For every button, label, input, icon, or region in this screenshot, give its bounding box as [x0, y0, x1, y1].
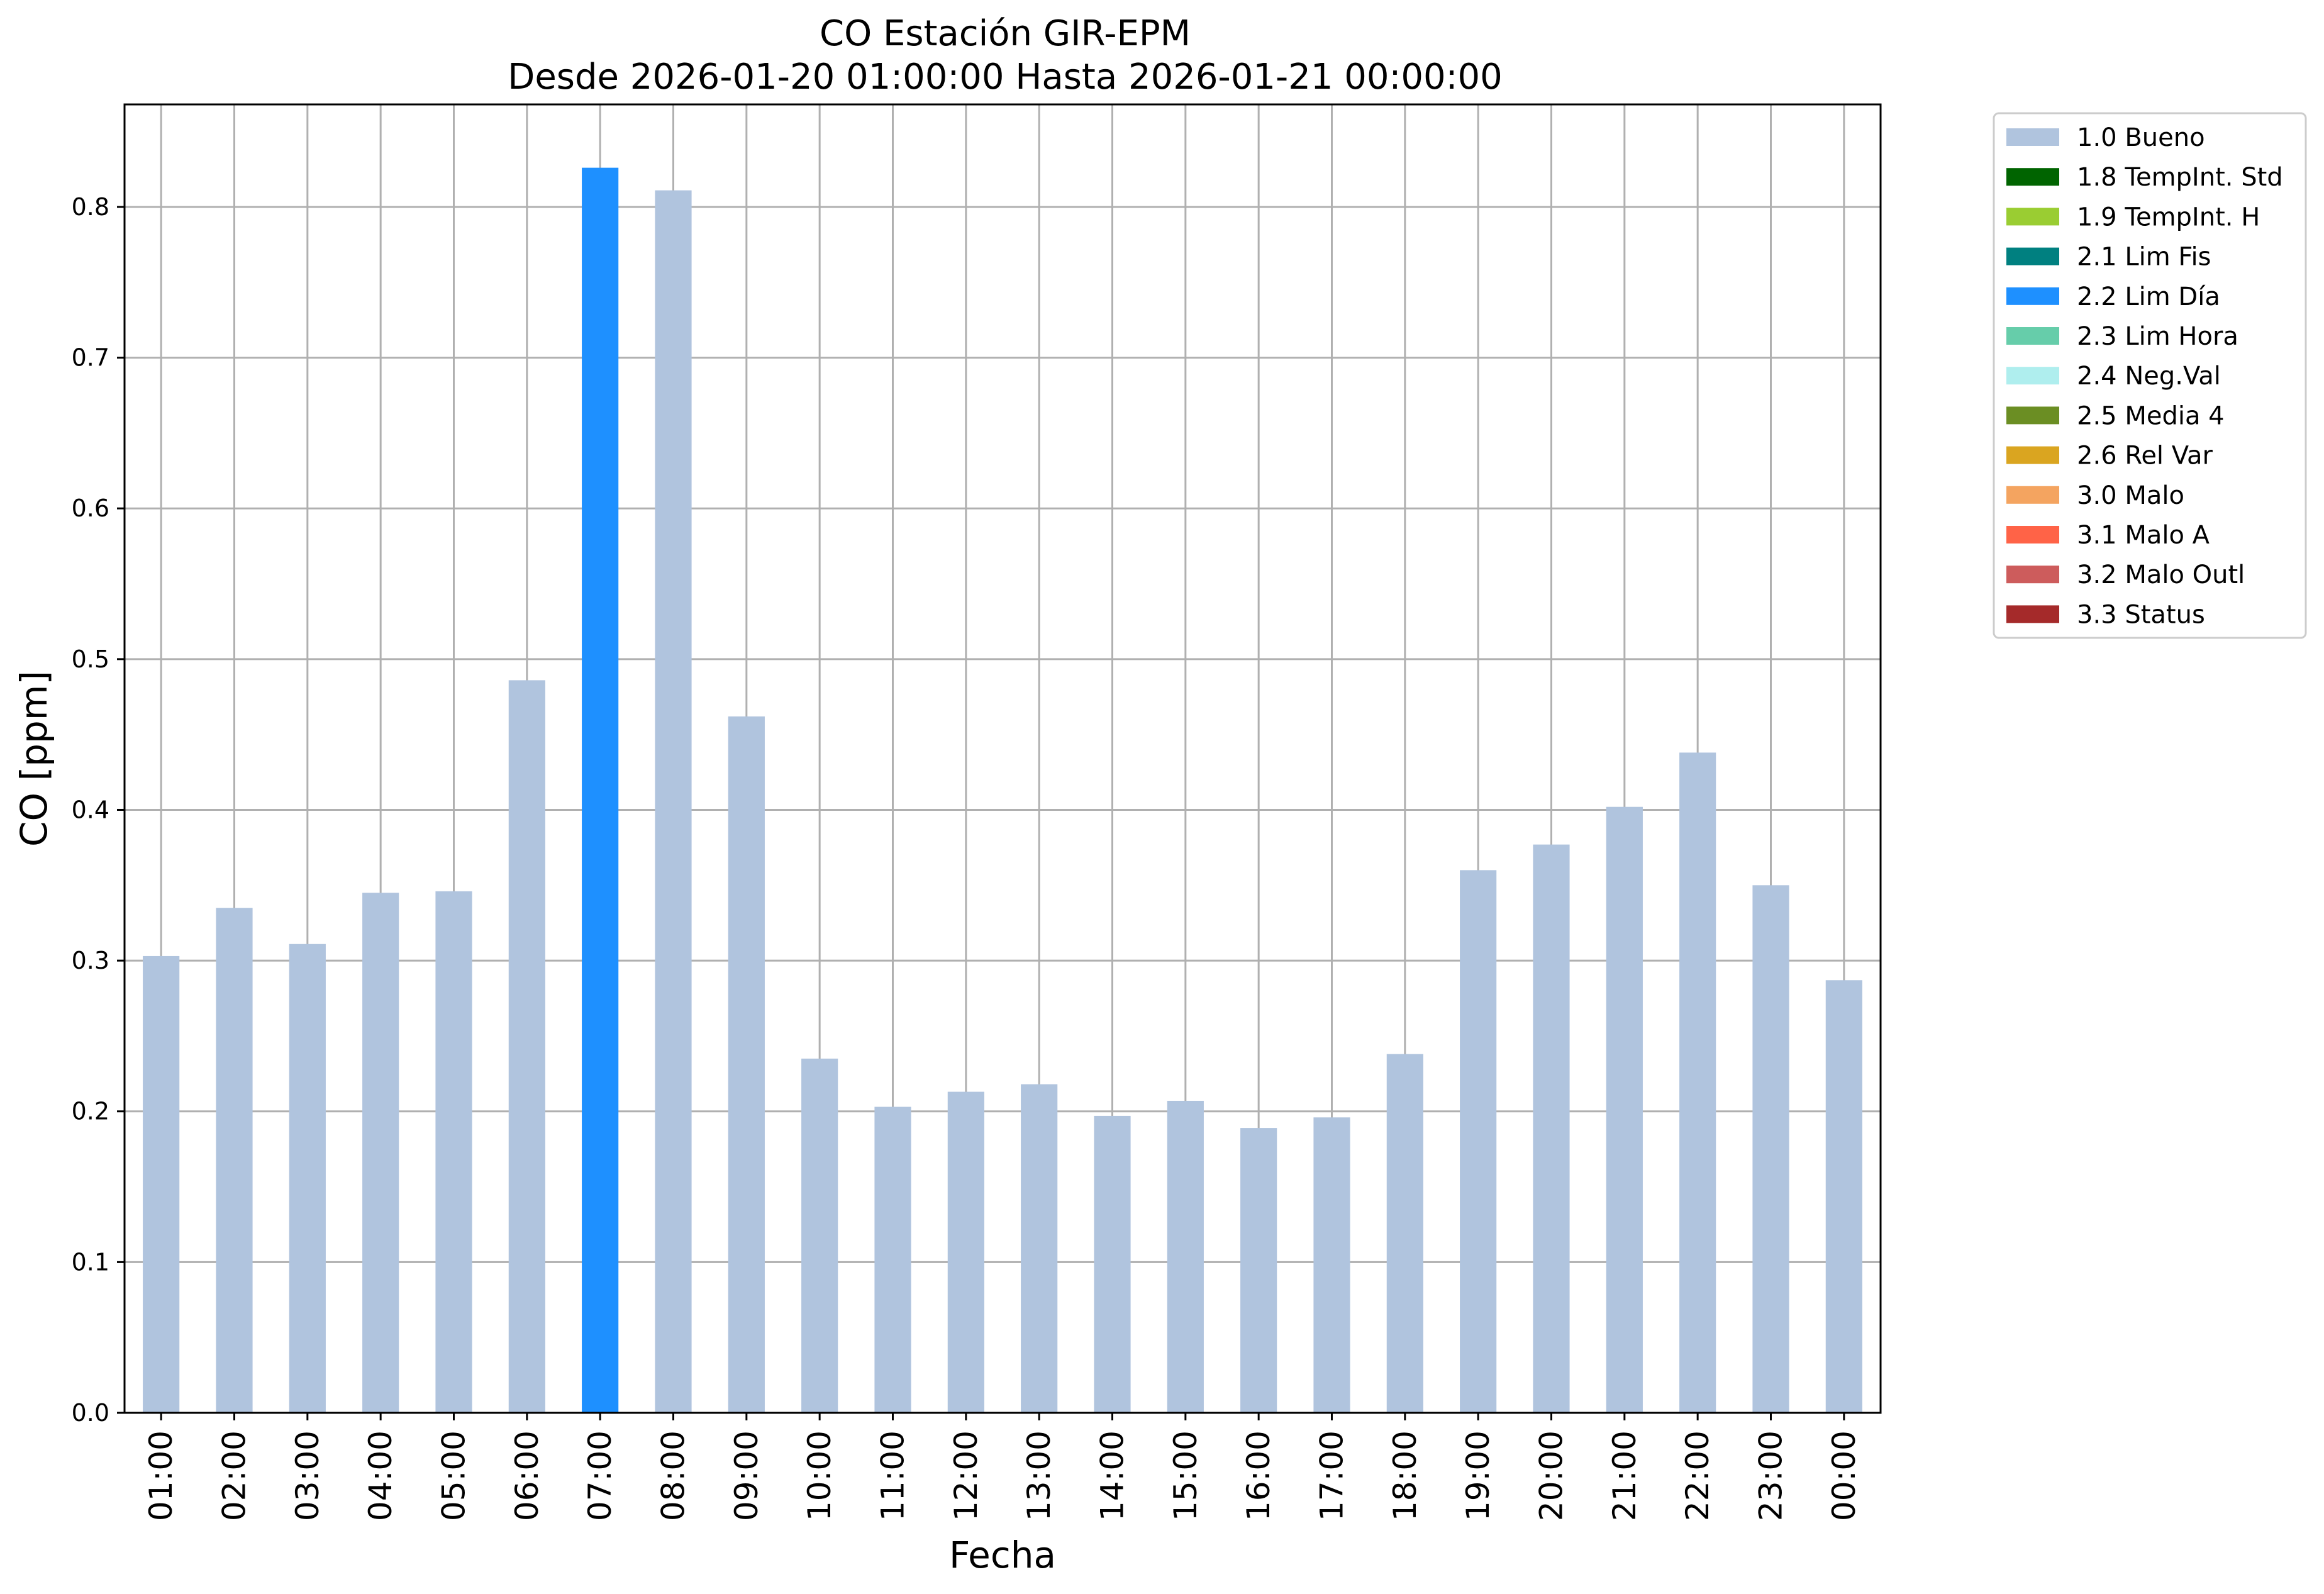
bar-21:00 [1606, 806, 1643, 1413]
bars [143, 167, 1862, 1413]
legend-swatch [2006, 327, 2059, 345]
y-tick-label: 0.4 [72, 796, 109, 823]
y-tick-label: 0.8 [72, 193, 109, 221]
x-tick-label: 20:00 [1533, 1430, 1570, 1521]
x-tick-label: 12:00 [948, 1430, 984, 1521]
x-tick-label: 08:00 [655, 1430, 692, 1521]
legend-label: 2.1 Lim Fis [2077, 243, 2211, 272]
bar-07:00 [582, 167, 619, 1413]
bar-01:00 [143, 956, 180, 1413]
legend-swatch [2006, 367, 2059, 385]
y-axis-label: CO [ppm] [13, 671, 55, 847]
bar-20:00 [1533, 844, 1570, 1413]
bar-19:00 [1460, 870, 1497, 1413]
x-tick-label: 13:00 [1021, 1430, 1057, 1521]
bar-15:00 [1167, 1100, 1204, 1413]
legend-label: 3.1 Malo A [2077, 521, 2210, 550]
x-tick-label: 22:00 [1679, 1430, 1716, 1521]
legend-swatch [2006, 287, 2059, 305]
legend-label: 2.4 Neg.Val [2077, 362, 2221, 391]
y-tick-label: 0.6 [72, 494, 109, 522]
x-tick-label: 07:00 [582, 1430, 618, 1521]
x-tick-label: 21:00 [1606, 1430, 1643, 1521]
bar-08:00 [655, 190, 692, 1413]
legend-swatch [2006, 566, 2059, 584]
legend-swatch [2006, 168, 2059, 186]
bar-00:00 [1825, 980, 1862, 1413]
legend-label: 3.0 Malo [2077, 481, 2184, 510]
x-tick-label: 00:00 [1826, 1430, 1862, 1521]
x-tick-label: 05:00 [436, 1430, 472, 1521]
y-tick-label: 0.3 [72, 947, 109, 974]
bar-23:00 [1752, 885, 1789, 1413]
legend-label: 2.3 Lim Hora [2077, 322, 2238, 351]
bar-04:00 [362, 893, 399, 1413]
x-tick-label: 01:00 [143, 1430, 179, 1521]
bar-13:00 [1021, 1084, 1058, 1413]
x-tick-label: 02:00 [216, 1430, 253, 1521]
legend-label: 2.5 Media 4 [2077, 401, 2225, 430]
bar-16:00 [1240, 1128, 1277, 1413]
bar-05:00 [435, 891, 472, 1413]
legend-label: 1.0 Bueno [2077, 123, 2205, 152]
x-tick-label: 04:00 [362, 1430, 399, 1521]
x-tick-label: 16:00 [1240, 1430, 1277, 1521]
y-tick-label: 0.2 [72, 1098, 109, 1125]
chart-subtitle: Desde 2026-01-20 01:00:00 Hasta 2026-01-… [508, 57, 1503, 98]
legend-swatch [2006, 446, 2059, 464]
x-tick-label: 15:00 [1167, 1430, 1204, 1521]
bar-11:00 [874, 1106, 911, 1413]
legend-swatch [2006, 605, 2059, 623]
x-tick-label: 14:00 [1094, 1430, 1131, 1521]
x-tick-label: 17:00 [1314, 1430, 1350, 1521]
y-axis-ticks: 0.0 0.1 0.2 0.3 0.4 0.5 0.6 0.7 0.8 [72, 193, 125, 1427]
bar-14:00 [1094, 1115, 1131, 1413]
bar-06:00 [508, 680, 545, 1413]
x-tick-label: 23:00 [1753, 1430, 1789, 1521]
bar-02:00 [216, 908, 253, 1413]
x-axis-label: Fecha [949, 1534, 1056, 1576]
bar-09:00 [728, 716, 765, 1413]
legend-swatch [2006, 526, 2059, 543]
legend-label: 2.2 Lim Día [2077, 282, 2220, 311]
y-tick-label: 0.5 [72, 645, 109, 673]
bar-18:00 [1386, 1054, 1423, 1413]
y-tick-label: 0.1 [72, 1248, 109, 1276]
x-tick-label: 06:00 [509, 1430, 545, 1521]
legend-label: 1.8 TempInt. Std [2077, 163, 2283, 192]
legend-swatch [2006, 486, 2059, 504]
x-tick-label: 03:00 [289, 1430, 326, 1521]
chart-title: CO Estación GIR-EPM [820, 13, 1191, 54]
legend: 1.0 Bueno 1.8 TempInt. Std 1.9 TempInt. H 2… [1993, 112, 2307, 639]
bar-22:00 [1679, 752, 1716, 1413]
legend-swatch [2006, 128, 2059, 146]
bar-10:00 [801, 1058, 838, 1413]
legend-frame [1993, 112, 2307, 639]
bar-12:00 [947, 1091, 984, 1413]
legend-label: 2.6 Rel Var [2077, 442, 2213, 471]
legend-swatch [2006, 406, 2059, 425]
legend-label: 3.3 Status [2077, 600, 2205, 629]
bar-03:00 [289, 944, 326, 1413]
x-tick-label: 19:00 [1460, 1430, 1496, 1521]
plot-frame [123, 103, 1882, 1414]
y-tick-label: 0.0 [72, 1399, 109, 1427]
x-axis-ticks: 01:00 02:00 03:00 04:00 05:00 06:00 07:00 08:00… [143, 1413, 1862, 1521]
legend-label: 3.2 Malo Outl [2077, 560, 2245, 589]
x-tick-label: 09:00 [728, 1430, 765, 1521]
x-tick-label: 18:00 [1387, 1430, 1423, 1521]
x-tick-label: 10:00 [801, 1430, 838, 1521]
legend-swatch [2006, 247, 2059, 265]
legend-label: 1.9 TempInt. H [2077, 203, 2260, 231]
legend-swatch [2006, 208, 2059, 226]
bar-17:00 [1313, 1117, 1350, 1413]
x-tick-label: 11:00 [875, 1430, 911, 1521]
y-tick-label: 0.7 [72, 344, 109, 372]
